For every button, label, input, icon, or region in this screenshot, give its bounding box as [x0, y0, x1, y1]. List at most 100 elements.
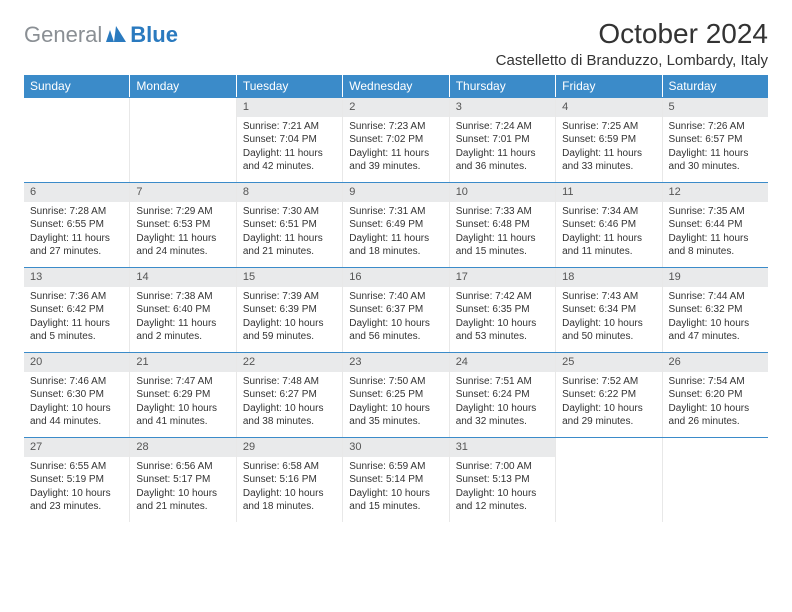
daylight-text: Daylight: 10 hours and 23 minutes. — [30, 487, 123, 514]
sunrise-text: Sunrise: 7:31 AM — [349, 205, 442, 219]
header: General Blue October 2024 Castelletto di… — [24, 18, 768, 69]
day-body: Sunrise: 6:58 AMSunset: 5:16 PMDaylight:… — [237, 457, 342, 518]
day-cell: 7Sunrise: 7:29 AMSunset: 6:53 PMDaylight… — [130, 183, 236, 267]
sunrise-text: Sunrise: 7:24 AM — [456, 120, 549, 134]
daylight-text: Daylight: 10 hours and 53 minutes. — [456, 317, 549, 344]
day-body: Sunrise: 7:52 AMSunset: 6:22 PMDaylight:… — [556, 372, 661, 433]
sunset-text: Sunset: 6:20 PM — [669, 388, 762, 402]
daylight-text: Daylight: 10 hours and 41 minutes. — [136, 402, 229, 429]
empty-cell — [663, 438, 768, 522]
day-body: Sunrise: 7:25 AMSunset: 6:59 PMDaylight:… — [556, 117, 661, 178]
daylight-text: Daylight: 10 hours and 18 minutes. — [243, 487, 336, 514]
daylight-text: Daylight: 10 hours and 26 minutes. — [669, 402, 762, 429]
daylight-text: Daylight: 10 hours and 15 minutes. — [349, 487, 442, 514]
weekday-friday: Friday — [556, 75, 662, 97]
day-number: 7 — [130, 183, 235, 202]
sunrise-text: Sunrise: 7:52 AM — [562, 375, 655, 389]
day-cell: 28Sunrise: 6:56 AMSunset: 5:17 PMDayligh… — [130, 438, 236, 522]
day-body: Sunrise: 7:35 AMSunset: 6:44 PMDaylight:… — [663, 202, 768, 263]
day-body: Sunrise: 7:34 AMSunset: 6:46 PMDaylight:… — [556, 202, 661, 263]
day-number: 27 — [24, 438, 129, 457]
sunrise-text: Sunrise: 7:51 AM — [456, 375, 549, 389]
sunrise-text: Sunrise: 7:50 AM — [349, 375, 442, 389]
day-body: Sunrise: 7:30 AMSunset: 6:51 PMDaylight:… — [237, 202, 342, 263]
day-number: 1 — [237, 98, 342, 117]
day-cell: 14Sunrise: 7:38 AMSunset: 6:40 PMDayligh… — [130, 268, 236, 352]
daylight-text: Daylight: 11 hours and 2 minutes. — [136, 317, 229, 344]
logo: General Blue — [24, 22, 178, 48]
sunset-text: Sunset: 6:51 PM — [243, 218, 336, 232]
day-number: 30 — [343, 438, 448, 457]
sunset-text: Sunset: 6:48 PM — [456, 218, 549, 232]
day-cell: 16Sunrise: 7:40 AMSunset: 6:37 PMDayligh… — [343, 268, 449, 352]
day-body: Sunrise: 7:39 AMSunset: 6:39 PMDaylight:… — [237, 287, 342, 348]
daylight-text: Daylight: 11 hours and 30 minutes. — [669, 147, 762, 174]
sunset-text: Sunset: 6:53 PM — [136, 218, 229, 232]
sunset-text: Sunset: 6:22 PM — [562, 388, 655, 402]
weekday-thursday: Thursday — [450, 75, 556, 97]
day-number: 9 — [343, 183, 448, 202]
day-cell: 23Sunrise: 7:50 AMSunset: 6:25 PMDayligh… — [343, 353, 449, 437]
daylight-text: Daylight: 11 hours and 18 minutes. — [349, 232, 442, 259]
daylight-text: Daylight: 11 hours and 42 minutes. — [243, 147, 336, 174]
day-body: Sunrise: 7:31 AMSunset: 6:49 PMDaylight:… — [343, 202, 448, 263]
daylight-text: Daylight: 11 hours and 33 minutes. — [562, 147, 655, 174]
day-cell: 19Sunrise: 7:44 AMSunset: 6:32 PMDayligh… — [663, 268, 768, 352]
day-cell: 6Sunrise: 7:28 AMSunset: 6:55 PMDaylight… — [24, 183, 130, 267]
sunset-text: Sunset: 6:34 PM — [562, 303, 655, 317]
week-row: 6Sunrise: 7:28 AMSunset: 6:55 PMDaylight… — [24, 182, 768, 267]
day-cell: 31Sunrise: 7:00 AMSunset: 5:13 PMDayligh… — [450, 438, 556, 522]
day-cell: 20Sunrise: 7:46 AMSunset: 6:30 PMDayligh… — [24, 353, 130, 437]
sunset-text: Sunset: 6:59 PM — [562, 133, 655, 147]
day-number: 15 — [237, 268, 342, 287]
day-cell: 26Sunrise: 7:54 AMSunset: 6:20 PMDayligh… — [663, 353, 768, 437]
day-number: 2 — [343, 98, 448, 117]
sunset-text: Sunset: 6:55 PM — [30, 218, 123, 232]
sunset-text: Sunset: 6:37 PM — [349, 303, 442, 317]
sunrise-text: Sunrise: 6:55 AM — [30, 460, 123, 474]
daylight-text: Daylight: 10 hours and 12 minutes. — [456, 487, 549, 514]
sunset-text: Sunset: 6:39 PM — [243, 303, 336, 317]
sunrise-text: Sunrise: 7:21 AM — [243, 120, 336, 134]
day-cell: 4Sunrise: 7:25 AMSunset: 6:59 PMDaylight… — [556, 98, 662, 182]
sunset-text: Sunset: 6:29 PM — [136, 388, 229, 402]
sunrise-text: Sunrise: 7:33 AM — [456, 205, 549, 219]
sunset-text: Sunset: 6:35 PM — [456, 303, 549, 317]
daylight-text: Daylight: 11 hours and 39 minutes. — [349, 147, 442, 174]
sunset-text: Sunset: 6:25 PM — [349, 388, 442, 402]
sunset-text: Sunset: 5:16 PM — [243, 473, 336, 487]
weekday-row: SundayMondayTuesdayWednesdayThursdayFrid… — [24, 75, 768, 97]
daylight-text: Daylight: 10 hours and 38 minutes. — [243, 402, 336, 429]
daylight-text: Daylight: 10 hours and 32 minutes. — [456, 402, 549, 429]
day-number: 26 — [663, 353, 768, 372]
sunrise-text: Sunrise: 7:23 AM — [349, 120, 442, 134]
day-number: 20 — [24, 353, 129, 372]
day-body: Sunrise: 7:33 AMSunset: 6:48 PMDaylight:… — [450, 202, 555, 263]
sunrise-text: Sunrise: 6:59 AM — [349, 460, 442, 474]
week-row: 20Sunrise: 7:46 AMSunset: 6:30 PMDayligh… — [24, 352, 768, 437]
sunset-text: Sunset: 6:42 PM — [30, 303, 123, 317]
sunset-text: Sunset: 6:24 PM — [456, 388, 549, 402]
day-number: 4 — [556, 98, 661, 117]
day-body: Sunrise: 7:00 AMSunset: 5:13 PMDaylight:… — [450, 457, 555, 518]
sunrise-text: Sunrise: 7:43 AM — [562, 290, 655, 304]
daylight-text: Daylight: 10 hours and 50 minutes. — [562, 317, 655, 344]
day-body: Sunrise: 7:44 AMSunset: 6:32 PMDaylight:… — [663, 287, 768, 348]
sunset-text: Sunset: 5:14 PM — [349, 473, 442, 487]
day-cell: 15Sunrise: 7:39 AMSunset: 6:39 PMDayligh… — [237, 268, 343, 352]
sunrise-text: Sunrise: 7:28 AM — [30, 205, 123, 219]
sunrise-text: Sunrise: 6:56 AM — [136, 460, 229, 474]
day-body: Sunrise: 7:48 AMSunset: 6:27 PMDaylight:… — [237, 372, 342, 433]
sunrise-text: Sunrise: 7:25 AM — [562, 120, 655, 134]
day-cell: 22Sunrise: 7:48 AMSunset: 6:27 PMDayligh… — [237, 353, 343, 437]
day-number: 29 — [237, 438, 342, 457]
sunset-text: Sunset: 5:19 PM — [30, 473, 123, 487]
logo-text-blue: Blue — [130, 22, 178, 48]
day-body: Sunrise: 6:59 AMSunset: 5:14 PMDaylight:… — [343, 457, 448, 518]
day-number: 18 — [556, 268, 661, 287]
daylight-text: Daylight: 10 hours and 29 minutes. — [562, 402, 655, 429]
daylight-text: Daylight: 10 hours and 47 minutes. — [669, 317, 762, 344]
daylight-text: Daylight: 11 hours and 24 minutes. — [136, 232, 229, 259]
sunrise-text: Sunrise: 6:58 AM — [243, 460, 336, 474]
daylight-text: Daylight: 11 hours and 27 minutes. — [30, 232, 123, 259]
